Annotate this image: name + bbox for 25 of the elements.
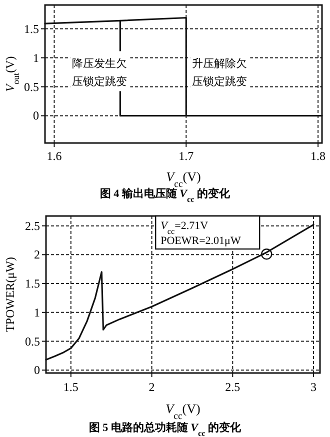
x-tick-label: 2.5 [225,380,240,394]
y-tick-label: 2.5 [25,218,40,233]
x-tick-label: 1.5 [63,380,78,394]
y-axis-title: TPOWER(μW) [3,256,17,332]
y-tick-label: 1.5 [25,276,40,291]
x-tick-label: 2 [148,380,155,394]
y-tick-label: 0 [33,108,39,123]
x-axis-title: V$_{cc}$(V) [166,401,200,422]
y-tick-label: 1 [34,305,40,320]
text: 图 5 电路的总功耗随 V$_{cc}$ 的变化 [88,421,242,437]
y-tick-label: 1.5 [24,22,39,36]
y-tick-label: 0 [34,363,40,378]
y-tick-label: 2 [34,248,40,262]
x-axis-title: V$_{cc}$(V) [166,169,201,190]
annotation: 升压解除欠压锁定跳变 [192,57,248,88]
annotation: 降压发生欠压锁定跳变 [72,57,128,88]
annotation: V$_{cc}$=2.71V POEWR=2.01μW [160,220,242,247]
x-tick-label: 1.8 [310,149,326,163]
y-tick-label: 1 [33,50,39,65]
x-tick-label: 1.6 [46,149,62,163]
y-tick-label: 0.5 [25,334,40,348]
text: 图 4 输出电压随 V$_{cc}$ 的变化 [100,187,232,204]
y-tick-label: 0.5 [24,80,39,94]
x-tick-label: 1.7 [178,149,194,163]
x-tick-label: 3 [310,380,317,394]
